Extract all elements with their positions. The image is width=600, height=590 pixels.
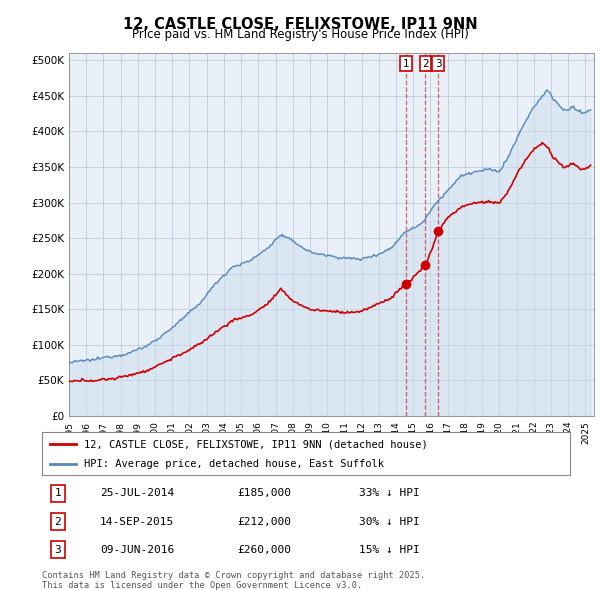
Text: 30% ↓ HPI: 30% ↓ HPI <box>359 516 419 526</box>
Text: £260,000: £260,000 <box>238 545 292 555</box>
Text: £185,000: £185,000 <box>238 489 292 499</box>
Text: 12, CASTLE CLOSE, FELIXSTOWE, IP11 9NN (detached house): 12, CASTLE CLOSE, FELIXSTOWE, IP11 9NN (… <box>84 440 428 450</box>
Text: HPI: Average price, detached house, East Suffolk: HPI: Average price, detached house, East… <box>84 459 384 469</box>
Text: 2: 2 <box>422 59 429 69</box>
Text: 2: 2 <box>55 516 61 526</box>
Text: 3: 3 <box>435 59 442 69</box>
Text: 3: 3 <box>55 545 61 555</box>
Text: 25-JUL-2014: 25-JUL-2014 <box>100 489 175 499</box>
Text: Price paid vs. HM Land Registry's House Price Index (HPI): Price paid vs. HM Land Registry's House … <box>131 28 469 41</box>
Text: 15% ↓ HPI: 15% ↓ HPI <box>359 545 419 555</box>
Text: 09-JUN-2016: 09-JUN-2016 <box>100 545 175 555</box>
Text: £212,000: £212,000 <box>238 516 292 526</box>
Text: Contains HM Land Registry data © Crown copyright and database right 2025.
This d: Contains HM Land Registry data © Crown c… <box>42 571 425 590</box>
Text: 14-SEP-2015: 14-SEP-2015 <box>100 516 175 526</box>
Text: 1: 1 <box>55 489 61 499</box>
Text: 1: 1 <box>403 59 409 69</box>
Text: 12, CASTLE CLOSE, FELIXSTOWE, IP11 9NN: 12, CASTLE CLOSE, FELIXSTOWE, IP11 9NN <box>122 17 478 31</box>
Text: 33% ↓ HPI: 33% ↓ HPI <box>359 489 419 499</box>
